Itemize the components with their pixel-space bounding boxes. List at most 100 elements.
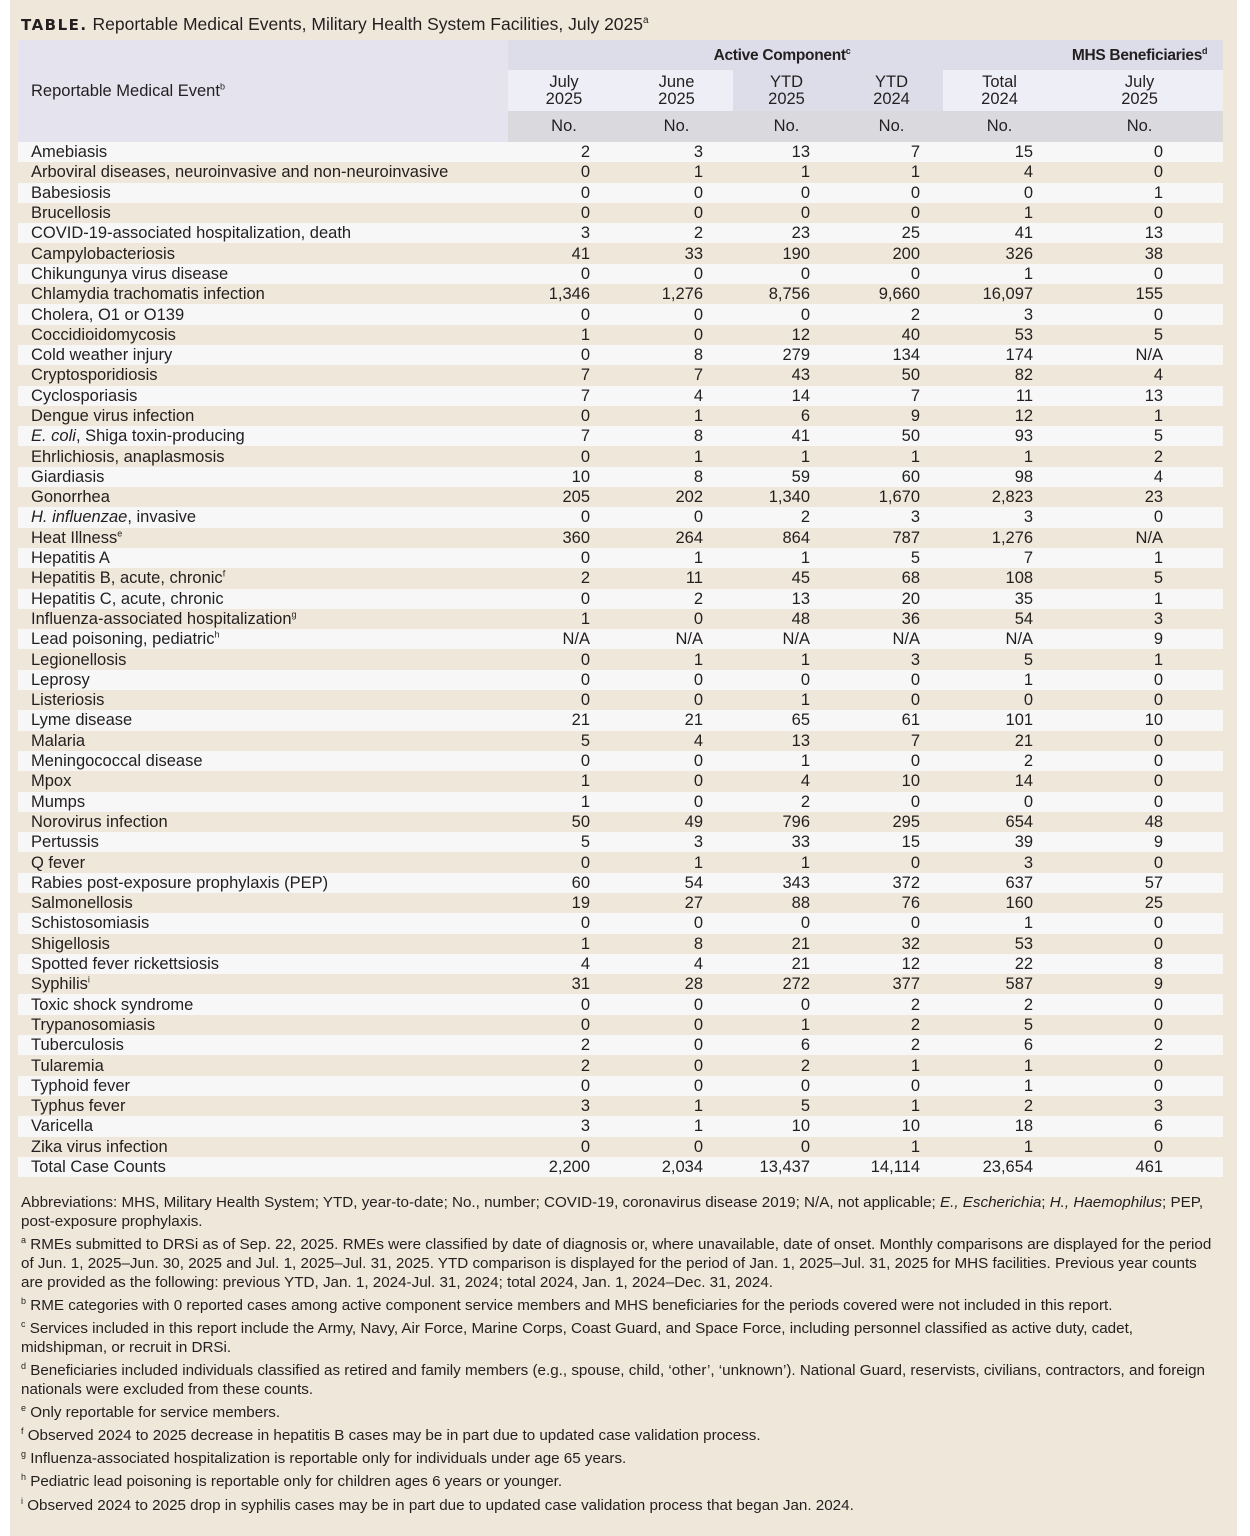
event-name: Malaria: [18, 730, 508, 751]
footnote-g: g Influenza-associated hospitalization i…: [21, 1449, 627, 1468]
cell-value: 4: [620, 385, 733, 406]
table-row: Dengue virus infection 0 1 6 9 12 1: [18, 405, 1224, 427]
cell-value: 21: [733, 933, 840, 954]
cell-value: 0: [620, 913, 733, 934]
event-name: Trypanosomiasis: [18, 1014, 508, 1036]
cell-value: 35: [943, 588, 1057, 609]
cell-value: 0: [840, 690, 943, 711]
cell-value: 2: [840, 1035, 943, 1056]
cell-value: 5: [508, 832, 620, 853]
cell-value: 0: [620, 263, 733, 285]
cell-value: 7: [508, 385, 620, 406]
cell-value: 1: [1056, 649, 1224, 670]
cell-value: 50: [840, 365, 943, 386]
cell-value: 8: [620, 344, 733, 366]
cell-value: 0: [1056, 162, 1224, 183]
table-row: Total Case Counts 2,200 2,034 13,437 14,114 2…: [18, 1156, 1224, 1178]
table-title: TABLE. Reportable Medical Events, Milita…: [21, 10, 649, 36]
event-name: Spotted fever rickettsiosis: [18, 953, 508, 975]
cell-value: 7: [508, 365, 620, 386]
cell-value: 0: [620, 304, 733, 325]
cell-value: 4: [1056, 365, 1224, 386]
cell-value: 12: [840, 953, 943, 975]
event-name: COVID-19-associated hospitalization, dea…: [18, 223, 508, 244]
event-name: Tularemia: [18, 1055, 508, 1076]
cell-value: 0: [620, 1014, 733, 1036]
cell-value: 13: [1056, 385, 1224, 406]
event-name: Dengue virus infection: [18, 405, 508, 427]
cell-value: 2: [1056, 1035, 1224, 1056]
cell-value: 0: [733, 1075, 840, 1096]
cell-value: 0: [620, 1035, 733, 1056]
cell-value: 264: [620, 527, 733, 548]
cell-value: 0: [1056, 142, 1224, 163]
cell-value: 3: [620, 142, 733, 163]
column-header-ytd-2024: YTD 2024: [840, 70, 943, 111]
event-name: Typhoid fever: [18, 1075, 508, 1096]
cell-value: 93: [943, 426, 1057, 447]
cell-value: 0: [620, 1136, 733, 1157]
cell-value: 0: [1056, 202, 1224, 224]
cell-value: 13,437: [733, 1156, 840, 1178]
cell-value: 0: [508, 202, 620, 224]
cell-value: 49: [620, 811, 733, 833]
table-row: Typhoid fever 0 0 0 0 1 0: [18, 1075, 1224, 1096]
cell-value: 272: [733, 974, 840, 995]
cell-value: 3: [840, 507, 943, 528]
table-row: Mumps 1 0 2 0 0 0: [18, 791, 1224, 812]
cell-value: 9: [1056, 629, 1224, 650]
cell-value: 33: [733, 832, 840, 853]
table-title-text: Reportable Medical Events, Military Heal…: [92, 13, 644, 34]
cell-value: 1: [733, 690, 840, 711]
cell-value: 0: [508, 1136, 620, 1157]
cell-value: 14,114: [840, 1156, 943, 1178]
cell-value: 155: [1056, 284, 1224, 305]
column-header-ytd-2025: YTD 2025: [733, 70, 840, 111]
cell-value: N/A: [508, 629, 620, 650]
cell-value: 2: [943, 1095, 1057, 1117]
cell-value: 0: [1056, 913, 1224, 934]
cell-value: 0: [1056, 852, 1224, 873]
cell-value: 1: [733, 162, 840, 183]
cell-value: 0: [620, 608, 733, 630]
cell-value: 5: [1056, 568, 1224, 589]
table-row: Tuberculosis 2 0 6 2 6 2: [18, 1035, 1224, 1056]
cell-value: 65: [733, 710, 840, 731]
cell-value: 2: [840, 304, 943, 325]
event-name: Q fever: [18, 852, 508, 873]
cell-value: 1: [733, 446, 840, 467]
cell-value: 1: [943, 1055, 1057, 1076]
cell-value: 0: [508, 669, 620, 691]
table-row: Chikungunya virus disease 0 0 0 0 1 0: [18, 263, 1224, 285]
cell-value: 3: [943, 304, 1057, 325]
title-footnote-mark: a: [643, 15, 649, 26]
cell-value: 0: [1056, 933, 1224, 954]
cell-value: 5: [840, 547, 943, 569]
cell-value: 1,276: [943, 527, 1057, 548]
cell-value: 2: [943, 994, 1057, 1015]
cell-value: N/A: [1056, 527, 1224, 548]
cell-value: 0: [620, 750, 733, 772]
cell-value: 39: [943, 832, 1057, 853]
cell-value: 20: [840, 588, 943, 609]
cell-value: 0: [1056, 1055, 1224, 1076]
table-row: Hepatitis B, acute, chronicf 2 11 45 68 108 5: [18, 568, 1224, 589]
cell-value: 4: [508, 953, 620, 975]
event-name: Typhus fever: [18, 1095, 508, 1117]
table-row: Cholera, O1 or O139 0 0 0 2 3 0: [18, 304, 1224, 325]
cell-value: 1: [508, 933, 620, 954]
table-row: Syphilisi 31 28 272 377 587 9: [18, 974, 1224, 995]
cell-value: 2: [508, 142, 620, 163]
cell-value: 1: [840, 1095, 943, 1117]
cell-value: 1: [508, 608, 620, 630]
cell-value: 0: [508, 263, 620, 285]
event-name: Salmonellosis: [18, 892, 508, 914]
cell-value: 15: [943, 142, 1057, 163]
cell-value: 11: [943, 385, 1057, 406]
group-header-mhs-beneficiaries: MHS Beneficiariesd: [1056, 40, 1224, 70]
event-name: Syphilisi: [18, 974, 508, 995]
cell-value: 10: [508, 466, 620, 488]
cell-value: 0: [620, 994, 733, 1015]
cell-value: 0: [733, 263, 840, 285]
cell-value: 0: [1056, 690, 1224, 711]
